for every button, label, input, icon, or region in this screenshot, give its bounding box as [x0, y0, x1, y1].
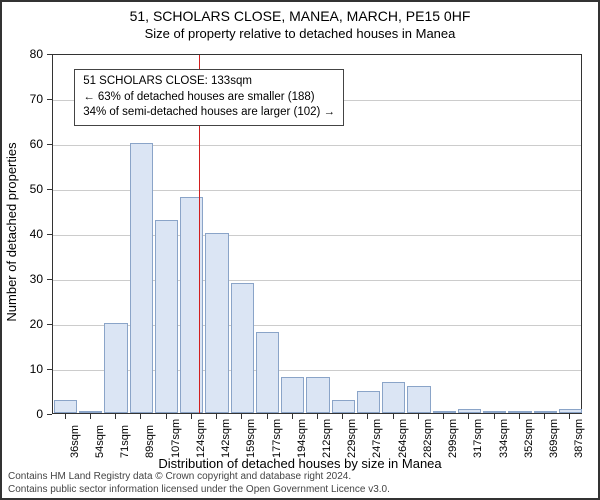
histogram-bar: [306, 377, 329, 413]
y-tick: [47, 54, 52, 55]
x-tick-label: 142sqm: [220, 419, 232, 458]
histogram-bar: [534, 411, 557, 413]
annotation-line: ← 63% of detached houses are smaller (18…: [83, 90, 335, 106]
y-tick-label: 30: [3, 272, 43, 286]
x-tick-label: 299sqm: [447, 419, 459, 458]
chart-subtitle: Size of property relative to detached ho…: [2, 26, 598, 42]
histogram-bar: [483, 411, 506, 413]
x-tick: [468, 414, 469, 419]
y-tick: [47, 99, 52, 100]
x-tick-label: 36sqm: [69, 425, 81, 458]
y-tick-label: 20: [3, 317, 43, 331]
footer-line-2: Contains public sector information licen…: [8, 484, 592, 497]
y-tick-label: 0: [3, 407, 43, 421]
plot-area: 51 SCHOLARS CLOSE: 133sqm← 63% of detach…: [52, 54, 582, 414]
x-tick-label: 194sqm: [296, 419, 308, 458]
y-tick-label: 40: [3, 227, 43, 241]
y-tick-label: 50: [3, 182, 43, 196]
footer-line-1: Contains HM Land Registry data © Crown c…: [8, 471, 592, 484]
x-tick-label: 352sqm: [523, 419, 535, 458]
x-tick-label: 229sqm: [346, 419, 358, 458]
histogram-bar: [256, 332, 279, 413]
chart-container: 51, SCHOLARS CLOSE, MANEA, MARCH, PE15 0…: [0, 0, 600, 500]
x-tick: [166, 414, 167, 419]
y-tick-label: 10: [3, 362, 43, 376]
y-tick: [47, 189, 52, 190]
annotation-line: 34% of semi-detached houses are larger (…: [83, 105, 335, 121]
y-tick-label: 80: [3, 47, 43, 61]
histogram-bar: [407, 386, 430, 413]
x-tick: [393, 414, 394, 419]
x-tick-label: 159sqm: [245, 419, 257, 458]
annotation-box: 51 SCHOLARS CLOSE: 133sqm← 63% of detach…: [74, 69, 344, 126]
histogram-bar: [458, 409, 481, 414]
y-tick-label: 60: [3, 137, 43, 151]
x-axis-label: Distribution of detached houses by size …: [2, 456, 598, 471]
x-tick: [342, 414, 343, 419]
x-tick-label: 317sqm: [472, 419, 484, 458]
y-tick: [47, 324, 52, 325]
x-tick: [367, 414, 368, 419]
x-tick-label: 247sqm: [371, 419, 383, 458]
x-tick-label: 89sqm: [144, 425, 156, 458]
x-tick: [115, 414, 116, 419]
histogram-bar: [559, 409, 582, 414]
x-tick: [267, 414, 268, 419]
x-tick: [90, 414, 91, 419]
histogram-bar: [155, 220, 178, 414]
x-tick-label: 264sqm: [397, 419, 409, 458]
x-tick: [216, 414, 217, 419]
x-tick-label: 369sqm: [548, 419, 560, 458]
y-tick: [47, 234, 52, 235]
x-tick-label: 282sqm: [422, 419, 434, 458]
x-tick: [494, 414, 495, 419]
chart-title: 51, SCHOLARS CLOSE, MANEA, MARCH, PE15 0…: [2, 2, 598, 26]
histogram-bar: [205, 233, 228, 413]
x-tick-label: 177sqm: [271, 419, 283, 458]
histogram-bar: [332, 400, 355, 414]
x-tick: [418, 414, 419, 419]
y-tick: [47, 144, 52, 145]
x-tick: [519, 414, 520, 419]
x-tick-label: 71sqm: [119, 425, 131, 458]
x-tick: [191, 414, 192, 419]
x-tick-label: 212sqm: [321, 419, 333, 458]
annotation-line: 51 SCHOLARS CLOSE: 133sqm: [83, 74, 335, 90]
histogram-bar: [231, 283, 254, 414]
x-tick: [65, 414, 66, 419]
x-tick: [292, 414, 293, 419]
histogram-bar: [180, 197, 203, 413]
x-tick-label: 54sqm: [94, 425, 106, 458]
histogram-bar: [104, 323, 127, 413]
y-tick: [47, 369, 52, 370]
x-tick-label: 107sqm: [170, 419, 182, 458]
x-tick: [569, 414, 570, 419]
x-tick: [443, 414, 444, 419]
histogram-bar: [79, 411, 102, 413]
x-tick: [241, 414, 242, 419]
histogram-bar: [54, 400, 77, 414]
x-tick: [317, 414, 318, 419]
x-tick-label: 334sqm: [498, 419, 510, 458]
x-tick-label: 387sqm: [573, 419, 585, 458]
histogram-bar: [130, 143, 153, 413]
histogram-bar: [357, 391, 380, 414]
footer-attribution: Contains HM Land Registry data © Crown c…: [8, 471, 592, 496]
y-tick: [47, 414, 52, 415]
x-tick-label: 124sqm: [195, 419, 207, 458]
y-tick-label: 70: [3, 92, 43, 106]
x-tick: [140, 414, 141, 419]
histogram-bar: [508, 411, 531, 413]
histogram-bar: [433, 411, 456, 413]
histogram-bar: [382, 382, 405, 414]
histogram-bar: [281, 377, 304, 413]
y-tick: [47, 279, 52, 280]
x-tick: [544, 414, 545, 419]
